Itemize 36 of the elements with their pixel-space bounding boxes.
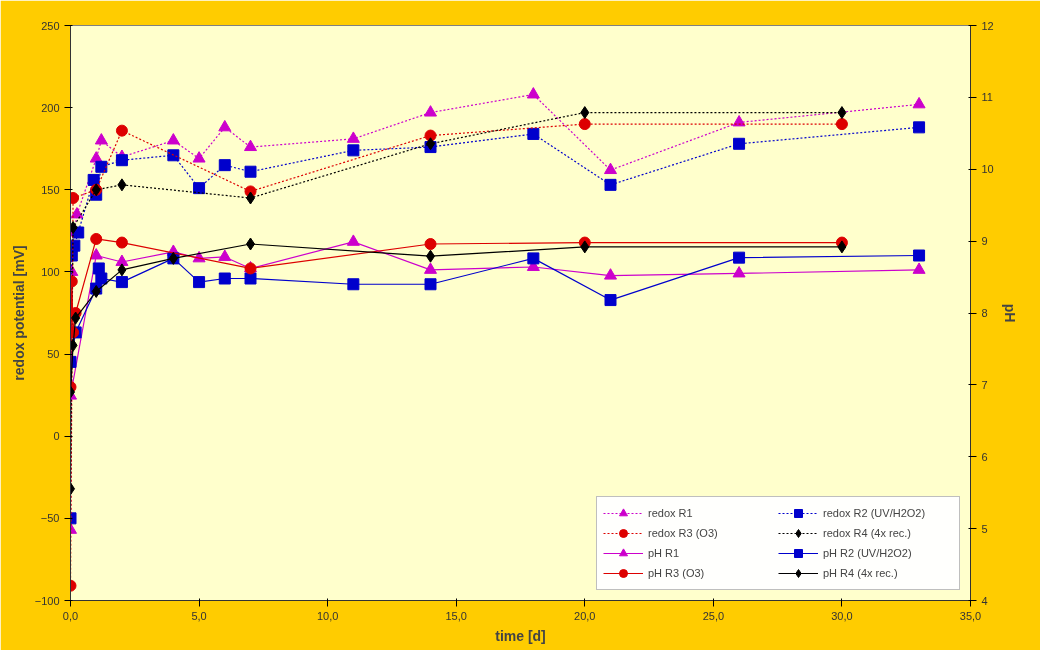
y-tick-label: 250 [41,19,60,32]
legend-label: redox R3 (O3) [648,526,719,540]
x-axis-title: time [d] [495,627,546,644]
y2-tick-label: 6 [981,450,988,463]
y2-axis-title: pH [1001,303,1018,323]
x-tick-label: 15,0 [445,609,467,622]
x-tick-label: 5,0 [191,609,207,622]
legend-label: redox R4 (4x rec.) [823,526,913,540]
y-tick-label: 150 [41,183,60,196]
y2-tick-label: 5 [981,522,988,535]
y2-tick-label: 7 [981,378,988,391]
y2-tick-label: 12 [981,19,994,32]
y-tick-label: 0 [53,430,60,443]
y2-tick-label: 8 [981,307,988,319]
x-tick-label: 25,0 [702,609,725,622]
x-tick-label: 0,0 [62,609,79,622]
y-tick-label: −50 [40,512,60,525]
x-tick-label: 30,0 [831,609,853,622]
y-tick-label: −100 [34,594,60,607]
legend-label: pH R1 [648,546,681,560]
y-tick-label: 200 [41,101,60,114]
x-tick-label: 35,0 [959,609,982,622]
y-tick-label: 100 [41,265,60,278]
legend-label: pH R4 (4x rec.) [823,566,899,580]
legend-label: pH R3 (O3) [648,566,706,580]
y-tick-label: 50 [47,348,60,361]
legend-label: pH R2 (UV/H2O2) [823,546,913,560]
legend-label: redox R2 (UV/H2O2) [823,506,927,520]
x-tick-label: 10,0 [316,609,339,622]
y2-tick-label: 4 [981,594,988,607]
y-axis-title: redox potential [mV] [10,245,27,381]
x-tick-label: 20,0 [574,609,596,622]
y2-tick-label: 10 [981,163,994,176]
y2-tick-label: 11 [981,91,993,104]
y2-tick-label: 9 [981,235,988,248]
legend-label: redox R1 [648,506,694,520]
